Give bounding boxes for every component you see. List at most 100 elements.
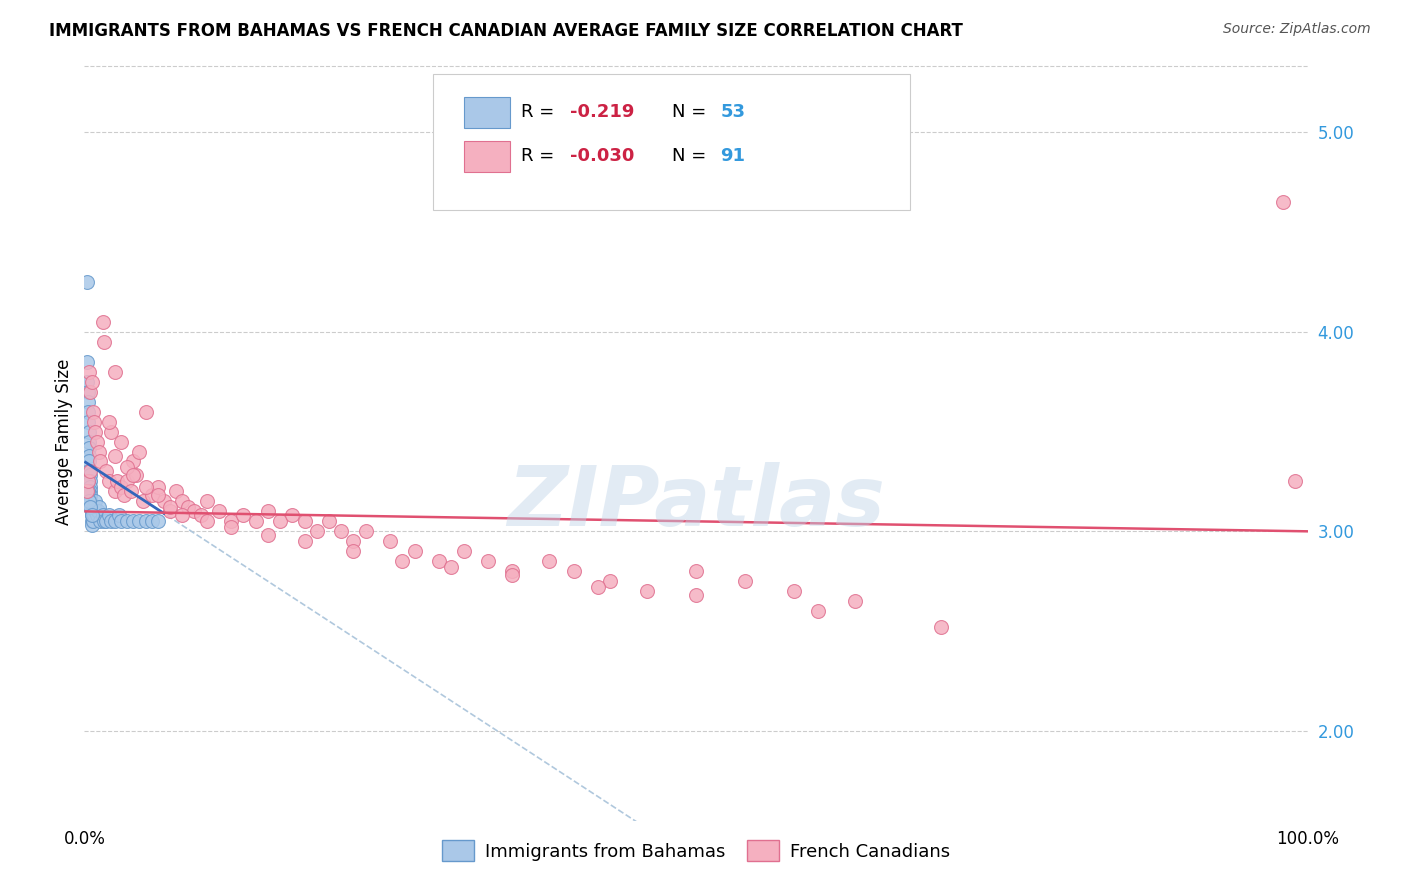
- Point: [208, 504, 231, 518]
- Text: IMMIGRANTS FROM BAHAMAS VS FRENCH CANADIAN AVERAGE FAMILY SIZE CORRELATION CHART: IMMIGRANTS FROM BAHAMAS VS FRENCH CANADI…: [49, 22, 963, 40]
- Y-axis label: Average Family Size: Average Family Size: [55, 359, 73, 524]
- Point: [79, 384, 101, 399]
- Point: [685, 588, 707, 602]
- Point: [599, 574, 621, 589]
- Text: -0.030: -0.030: [569, 146, 634, 165]
- FancyBboxPatch shape: [433, 74, 910, 211]
- Point: [76, 355, 98, 369]
- Text: R =: R =: [522, 146, 560, 165]
- Point: [195, 494, 218, 508]
- Point: [294, 534, 316, 549]
- Point: [190, 508, 212, 523]
- Point: [146, 488, 169, 502]
- Point: [427, 554, 450, 568]
- Point: [294, 514, 316, 528]
- Point: [79, 494, 101, 508]
- Point: [77, 415, 100, 429]
- Point: [122, 468, 145, 483]
- Point: [783, 584, 806, 599]
- Point: [77, 484, 100, 499]
- Point: [128, 514, 150, 528]
- Point: [97, 508, 120, 523]
- Point: [84, 494, 107, 508]
- Point: [77, 384, 100, 399]
- Point: [195, 514, 218, 528]
- Point: [93, 334, 115, 349]
- Point: [77, 441, 100, 455]
- Point: [734, 574, 756, 589]
- Point: [105, 475, 128, 489]
- Text: -0.219: -0.219: [569, 103, 634, 120]
- Point: [245, 514, 267, 528]
- Point: [77, 449, 100, 463]
- Point: [104, 449, 127, 463]
- Point: [110, 434, 132, 449]
- Point: [135, 514, 157, 528]
- Point: [477, 554, 499, 568]
- Point: [80, 508, 103, 523]
- Point: [80, 375, 103, 389]
- Point: [1272, 195, 1295, 210]
- Point: [380, 534, 402, 549]
- Point: [257, 528, 280, 542]
- Point: [636, 584, 658, 599]
- Point: [77, 404, 100, 418]
- Point: [115, 475, 138, 489]
- Point: [79, 484, 101, 499]
- Point: [159, 500, 181, 515]
- Point: [82, 404, 104, 418]
- Point: [76, 275, 98, 289]
- Point: [141, 488, 163, 502]
- Point: [538, 554, 561, 568]
- Point: [77, 475, 100, 489]
- Point: [502, 568, 524, 582]
- Point: [77, 454, 100, 468]
- Point: [257, 504, 280, 518]
- Point: [232, 508, 254, 523]
- Point: [330, 524, 353, 539]
- Point: [86, 508, 108, 523]
- Point: [354, 524, 377, 539]
- Point: [132, 494, 155, 508]
- Point: [281, 508, 304, 523]
- Point: [165, 484, 187, 499]
- Point: [440, 560, 463, 574]
- Point: [82, 508, 104, 523]
- Point: [586, 580, 609, 594]
- Point: [502, 564, 524, 578]
- Point: [404, 544, 426, 558]
- Point: [83, 415, 105, 429]
- Point: [141, 514, 163, 528]
- Point: [110, 480, 132, 494]
- Point: [84, 504, 107, 518]
- Point: [107, 508, 129, 523]
- FancyBboxPatch shape: [464, 96, 510, 128]
- Point: [146, 480, 169, 494]
- Text: N =: N =: [672, 103, 711, 120]
- Point: [76, 375, 98, 389]
- Point: [91, 508, 114, 523]
- Point: [115, 514, 138, 528]
- Point: [93, 514, 115, 528]
- Point: [96, 465, 118, 479]
- Point: [128, 444, 150, 458]
- Point: [82, 504, 104, 518]
- Point: [159, 504, 181, 518]
- Point: [104, 514, 127, 528]
- Point: [77, 494, 100, 508]
- Point: [79, 500, 101, 515]
- Point: [89, 514, 111, 528]
- Point: [80, 514, 103, 528]
- Point: [79, 468, 101, 483]
- Point: [122, 514, 145, 528]
- Point: [86, 434, 108, 449]
- Text: 53: 53: [720, 103, 745, 120]
- Point: [80, 518, 103, 533]
- Point: [89, 454, 111, 468]
- Point: [342, 544, 364, 558]
- Point: [79, 488, 101, 502]
- Point: [562, 564, 585, 578]
- Point: [104, 484, 127, 499]
- Point: [172, 494, 194, 508]
- Point: [96, 514, 118, 528]
